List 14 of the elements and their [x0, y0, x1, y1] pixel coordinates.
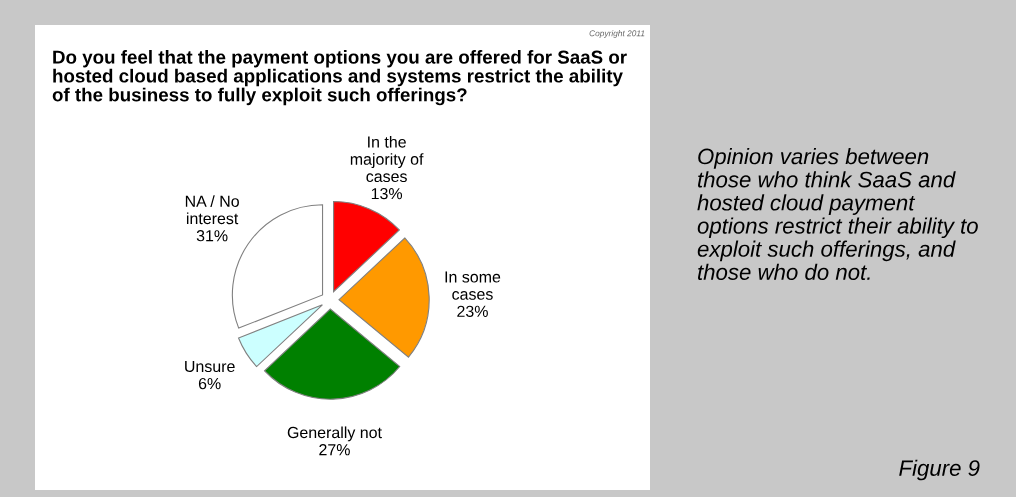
slice-label: In some cases: [445, 271, 501, 300]
text: Opinion varies between those who think SaaS and hosted cloud payment options restrict their ability to exploit such offerings, and those who do not.: [697, 148, 978, 280]
slice-label: In the majority of cases: [350, 135, 424, 183]
slice-label: Generally not: [287, 426, 382, 442]
data-label: 6%: [198, 377, 221, 390]
caption: Figure 9: [899, 459, 980, 481]
data-label: 27%: [319, 444, 350, 456]
data-label: 31%: [196, 230, 228, 242]
slice-label: Unsure: [185, 360, 235, 373]
data-label: 13%: [371, 187, 403, 200]
data-label: 23%: [457, 305, 488, 318]
slice-label: NA / No interest: [185, 195, 239, 225]
text: Copyright 2011: [589, 30, 645, 38]
chart-title: Do you feel that the payment options you are offered for SaaS or hosted cloud based applications and systems restrict the ability of the business to fully exploit such offerings?: [52, 50, 627, 106]
